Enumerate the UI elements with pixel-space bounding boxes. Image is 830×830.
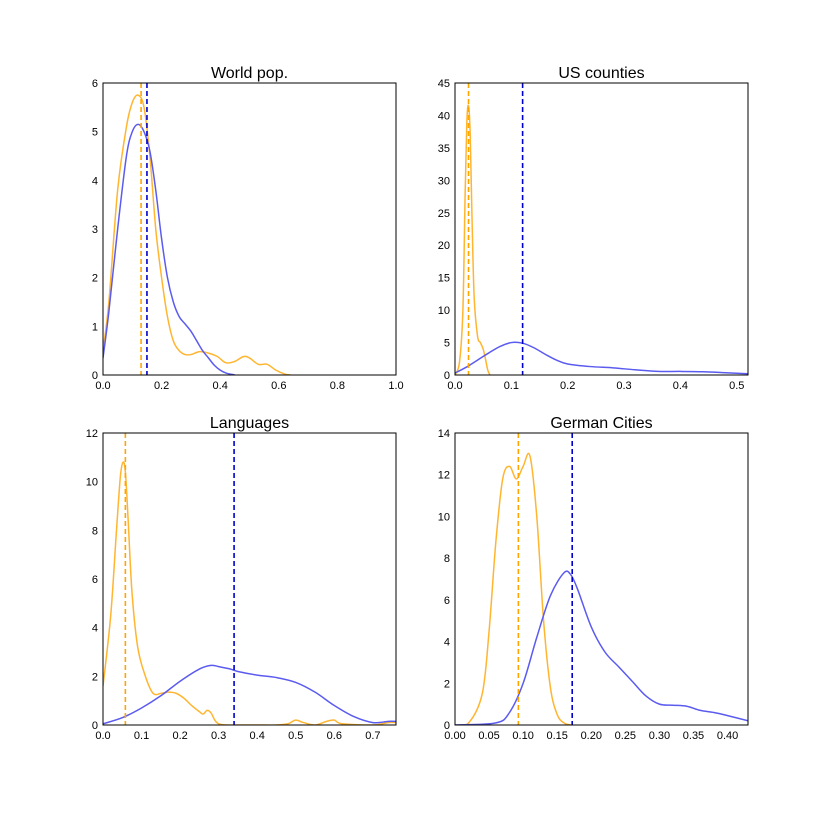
x-tick-label: 0.15 [546, 730, 567, 742]
blue-density-curve [455, 570, 748, 725]
y-tick-label: 8 [444, 553, 450, 565]
y-tick-label: 4 [92, 175, 98, 187]
x-tick-label: 0.4 [213, 380, 228, 392]
chart-title: US counties [558, 65, 644, 82]
x-tick-label: 0.3 [211, 730, 226, 742]
y-tick-label: 8 [92, 525, 98, 537]
blue-density-curve [103, 123, 236, 375]
y-tick-label: 3 [92, 224, 98, 236]
x-tick-label: 0.40 [717, 730, 738, 742]
y-tick-label: 5 [444, 338, 450, 350]
axes-frame [102, 432, 397, 726]
y-tick-label: 0 [444, 370, 450, 382]
y-tick-label: 40 [438, 110, 450, 122]
x-tick-label: 0.5 [288, 730, 303, 742]
y-tick-label: 2 [92, 671, 98, 683]
y-tick-label: 0 [92, 720, 98, 732]
y-tick-label: 30 [438, 175, 450, 187]
blue-density-curve [103, 664, 396, 725]
plot-area [103, 83, 291, 375]
panel-us-counties: 0.0 0.1 0.2 0.3 0.4 0.5 0 5 10 15 20 25 30 35 40 45 US c… [438, 65, 749, 392]
y-tick-label: 6 [444, 595, 450, 607]
x-tick-label: 0.1 [504, 380, 519, 392]
y-tick-label: 10 [438, 511, 450, 523]
x-tick-label: 0.2 [154, 380, 169, 392]
chart-title: World pop. [211, 65, 288, 82]
x-tick-label: 1.0 [388, 380, 403, 392]
chart-title: Languages [210, 415, 289, 432]
x-tick-label: 0.6 [271, 380, 286, 392]
axes-frame [102, 82, 397, 376]
y-tick-label: 15 [438, 273, 450, 285]
plot-area [455, 433, 748, 725]
plot-area [103, 433, 396, 725]
panel-world-pop: 0.0 0.2 0.4 0.6 0.8 1.0 0 1 2 3 4 5 6 World pop. [92, 65, 404, 392]
y-tick-label: 6 [92, 574, 98, 586]
x-tick-label: 0.6 [327, 730, 342, 742]
y-tick-label: 10 [86, 477, 98, 489]
panel-languages: 0.0 0.1 0.2 0.3 0.4 0.5 0.6 0.7 0 2 4 6 8 10 12 Languag… [86, 415, 397, 742]
x-tick-label: 0.7 [365, 730, 380, 742]
panel-german-cities: 0.00 0.05 0.10 0.15 0.20 0.25 0.30 0.35 0.40 0 2 4 6… [438, 415, 749, 742]
y-tick-label: 20 [438, 240, 450, 252]
x-tick-label: 0.0 [95, 380, 110, 392]
y-tick-label: 4 [444, 637, 450, 649]
orange-density-curve [455, 104, 491, 375]
x-tick-label: 0.3 [616, 380, 631, 392]
y-tick-label: 25 [438, 208, 450, 220]
axes-frame [454, 432, 749, 726]
x-tick-label: 0.4 [250, 730, 265, 742]
y-tick-label: 35 [438, 143, 450, 155]
y-tick-label: 10 [438, 305, 450, 317]
x-tick-label: 0.5 [729, 380, 744, 392]
y-tick-label: 12 [438, 470, 450, 482]
y-tick-label: 1 [92, 321, 98, 333]
x-tick-label: 0.25 [615, 730, 636, 742]
x-tick-label: 0.10 [512, 730, 533, 742]
y-tick-label: 14 [438, 428, 450, 440]
x-tick-label: 0.0 [447, 380, 462, 392]
x-tick-label: 0.30 [649, 730, 670, 742]
x-tick-label: 0.2 [560, 380, 575, 392]
y-tick-label: 0 [444, 720, 450, 732]
y-tick-label: 45 [438, 78, 450, 90]
orange-density-curve [455, 452, 572, 725]
y-tick-label: 2 [92, 273, 98, 285]
x-tick-label: 0.0 [95, 730, 110, 742]
plot-area [455, 83, 748, 375]
blue-density-curve [455, 341, 748, 375]
x-tick-label: 0.00 [444, 730, 465, 742]
y-tick-label: 4 [92, 623, 98, 635]
y-tick-label: 12 [86, 428, 98, 440]
axes-frame [454, 82, 749, 376]
x-tick-label: 0.35 [683, 730, 704, 742]
y-tick-label: 2 [444, 678, 450, 690]
y-tick-label: 0 [92, 370, 98, 382]
x-tick-label: 0.8 [330, 380, 345, 392]
orange-density-curve [103, 94, 291, 375]
x-tick-label: 0.2 [172, 730, 187, 742]
orange-density-curve [103, 461, 396, 725]
y-tick-label: 5 [92, 127, 98, 139]
y-tick-label: 6 [92, 78, 98, 90]
x-tick-label: 0.20 [581, 730, 602, 742]
x-tick-label: 0.4 [673, 380, 688, 392]
chart-title: German Cities [550, 415, 652, 432]
x-tick-label: 0.1 [134, 730, 149, 742]
x-tick-label: 0.05 [478, 730, 499, 742]
